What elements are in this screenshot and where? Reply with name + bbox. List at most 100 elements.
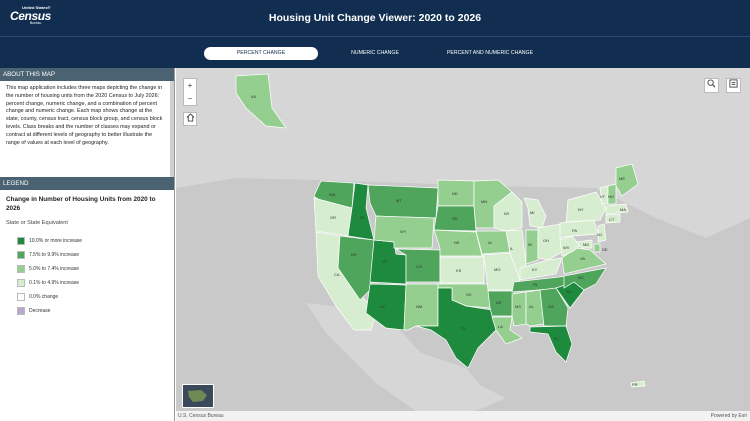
state-label: WI	[504, 211, 509, 216]
state-nj[interactable]	[597, 223, 607, 243]
state-ct[interactable]	[605, 213, 621, 224]
legend-item: Decrease	[17, 307, 168, 321]
state-pr[interactable]	[630, 380, 646, 388]
overview-map-thumbnail[interactable]	[182, 384, 214, 408]
legend-label: Decrease	[29, 308, 51, 314]
home-icon	[186, 113, 194, 122]
state-co[interactable]	[394, 248, 441, 283]
about-text[interactable]: This map application includes three maps…	[0, 81, 174, 177]
app-header: United States® Census Bureau Housing Uni…	[0, 0, 750, 36]
state-ar[interactable]	[487, 290, 515, 317]
logo-country: United States®	[22, 5, 51, 10]
state-mt[interactable]	[367, 184, 439, 219]
layers-icon	[729, 79, 738, 88]
logo-wordmark: Census	[10, 9, 51, 23]
legend-swatch	[17, 265, 25, 273]
legend-heading[interactable]: LEGEND	[0, 177, 174, 190]
legend-swatch	[17, 279, 25, 287]
state-ak[interactable]	[235, 73, 287, 129]
legend-panel: Change in Number of Housing Units from 2…	[0, 190, 174, 327]
state-pa[interactable]	[559, 219, 599, 239]
state-label: ID	[360, 215, 364, 220]
map-canvas[interactable]: WA OR CA ID NV UT AZ MT WY CO NM ND SD N…	[176, 68, 750, 411]
globe-thumbnail-icon	[188, 390, 207, 402]
state-label: NM	[416, 304, 422, 309]
state-wi[interactable]	[493, 191, 523, 232]
state-labels: WA OR CA ID NV UT AZ MT WY CO NM ND SD N…	[251, 94, 638, 387]
state-label: WA	[329, 192, 336, 197]
zoom-out-button[interactable]: −	[187, 94, 193, 103]
state-label: NC	[578, 275, 584, 280]
state-label: OK	[466, 292, 472, 297]
state-de[interactable]	[593, 243, 601, 253]
page-title: Housing Unit Change Viewer: 2020 to 2026	[268, 12, 482, 24]
state-label: MA	[620, 207, 626, 212]
basemap-button[interactable]	[726, 78, 741, 93]
state-label: NJ	[597, 232, 602, 237]
legend-item: 0.1% to 4.9% increase	[17, 279, 168, 293]
state-label: LA	[498, 324, 503, 329]
state-label: PA	[572, 228, 577, 233]
state-label: SC	[566, 289, 572, 294]
legend-item: 0.0% change	[17, 293, 168, 307]
state-label: ME	[619, 176, 625, 181]
state-label: DE	[602, 247, 608, 252]
state-nh[interactable]	[607, 183, 617, 205]
tab-numeric-change[interactable]: NUMERIC CHANGE	[351, 50, 399, 56]
legend-list: 10.0% or more increase 7.5% to 9.9% incr…	[6, 237, 168, 321]
state-ms[interactable]	[511, 291, 527, 327]
tab-percent-change[interactable]: PERCENT CHANGE	[204, 47, 318, 60]
state-label: NE	[454, 240, 460, 245]
legend-swatch	[17, 251, 25, 259]
state-ia[interactable]	[475, 230, 511, 255]
state-label: MN	[481, 199, 487, 204]
state-label: TX	[460, 326, 465, 331]
state-ky[interactable]	[519, 257, 563, 281]
map-attribution: U.S. Census Bureau Powered by Esri	[176, 411, 750, 421]
state-ne[interactable]	[433, 229, 483, 257]
state-label: SD	[452, 216, 458, 221]
search-button[interactable]	[704, 78, 719, 93]
about-heading[interactable]: ABOUT THIS MAP	[0, 68, 174, 81]
state-label: NH	[608, 194, 614, 199]
map-view[interactable]: WA OR CA ID NV UT AZ MT WY CO NM ND SD N…	[176, 68, 750, 411]
state-label: KS	[456, 268, 462, 273]
state-label: AZ	[380, 304, 386, 309]
state-tx[interactable]	[415, 287, 497, 369]
state-label: MT	[396, 198, 402, 203]
state-az[interactable]	[365, 283, 407, 331]
powered-by-text[interactable]: Powered by Esri	[710, 413, 747, 419]
state-al[interactable]	[525, 289, 545, 327]
state-oh[interactable]	[537, 223, 563, 261]
legend-label: 7.5% to 9.9% increase	[29, 252, 80, 258]
state-label: UT	[382, 259, 388, 264]
state-fl[interactable]	[529, 325, 573, 363]
home-button[interactable]	[183, 112, 197, 126]
state-nc[interactable]	[563, 267, 607, 291]
state-me[interactable]	[615, 163, 639, 197]
census-logo[interactable]: United States® Census Bureau	[10, 6, 51, 26]
zoom-control: + −	[183, 78, 197, 106]
state-in[interactable]	[525, 229, 539, 265]
state-label: NY	[578, 207, 584, 212]
state-label: WV	[563, 245, 570, 250]
legend-item: 10.0% or more increase	[17, 237, 168, 251]
legend-label: 0.0% change	[29, 294, 59, 300]
state-label: IA	[488, 240, 492, 245]
state-md[interactable]	[575, 239, 593, 249]
state-mi[interactable]	[523, 197, 547, 229]
tab-percent-and-numeric-change[interactable]: PERCENT AND NUMERIC CHANGE	[446, 50, 534, 56]
legend-item: 7.5% to 9.9% increase	[17, 251, 168, 265]
state-ma[interactable]	[605, 203, 629, 215]
state-wy[interactable]	[373, 215, 435, 249]
state-nv[interactable]	[337, 235, 375, 301]
legend-label: 5.0% to 7.4% increase	[29, 266, 80, 272]
state-label: VT	[600, 194, 606, 199]
state-ks[interactable]	[439, 256, 485, 284]
state-ga[interactable]	[539, 287, 569, 327]
state-ny[interactable]	[565, 191, 607, 223]
state-label: ND	[452, 191, 458, 196]
legend-title: Change in Number of Housing Units from 2…	[6, 196, 156, 212]
state-label: GA	[548, 304, 554, 309]
zoom-in-button[interactable]: +	[187, 81, 193, 90]
